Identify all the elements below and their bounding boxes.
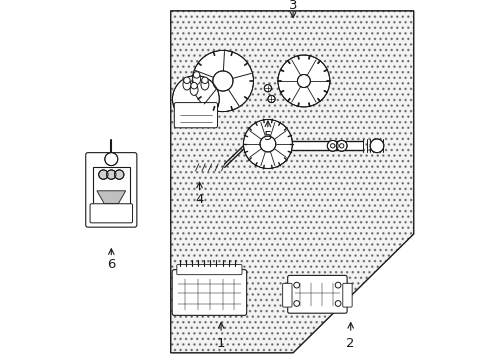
Circle shape: [193, 72, 200, 78]
Text: 6: 6: [107, 258, 115, 271]
Ellipse shape: [190, 85, 198, 95]
Circle shape: [326, 140, 337, 151]
Circle shape: [106, 170, 116, 179]
Circle shape: [190, 82, 197, 89]
FancyBboxPatch shape: [172, 270, 246, 315]
FancyBboxPatch shape: [282, 283, 291, 307]
Circle shape: [336, 140, 346, 151]
Circle shape: [114, 170, 123, 179]
Polygon shape: [170, 11, 413, 353]
Circle shape: [264, 85, 271, 92]
Circle shape: [369, 139, 383, 153]
Circle shape: [99, 170, 108, 179]
Circle shape: [172, 76, 219, 122]
FancyBboxPatch shape: [177, 265, 242, 275]
Bar: [292, 141, 363, 150]
Circle shape: [104, 153, 118, 166]
FancyBboxPatch shape: [342, 283, 351, 307]
Circle shape: [201, 77, 208, 84]
FancyBboxPatch shape: [174, 103, 217, 128]
Text: 1: 1: [216, 337, 225, 350]
Circle shape: [335, 282, 340, 288]
Ellipse shape: [201, 79, 208, 90]
Polygon shape: [97, 191, 125, 203]
Circle shape: [297, 75, 310, 87]
Ellipse shape: [183, 79, 190, 90]
Circle shape: [277, 55, 329, 107]
Circle shape: [212, 71, 232, 91]
Text: 5: 5: [263, 130, 272, 143]
Text: 4: 4: [195, 193, 203, 206]
Circle shape: [243, 120, 292, 168]
Circle shape: [192, 50, 253, 112]
FancyBboxPatch shape: [92, 167, 130, 205]
Circle shape: [293, 301, 299, 306]
Circle shape: [260, 136, 275, 152]
FancyBboxPatch shape: [90, 204, 132, 223]
Text: 3: 3: [288, 0, 297, 12]
Circle shape: [267, 95, 275, 103]
Text: 2: 2: [346, 337, 354, 350]
Ellipse shape: [192, 74, 200, 85]
Circle shape: [335, 301, 340, 306]
Circle shape: [293, 282, 299, 288]
Circle shape: [183, 77, 190, 84]
FancyBboxPatch shape: [287, 275, 346, 313]
